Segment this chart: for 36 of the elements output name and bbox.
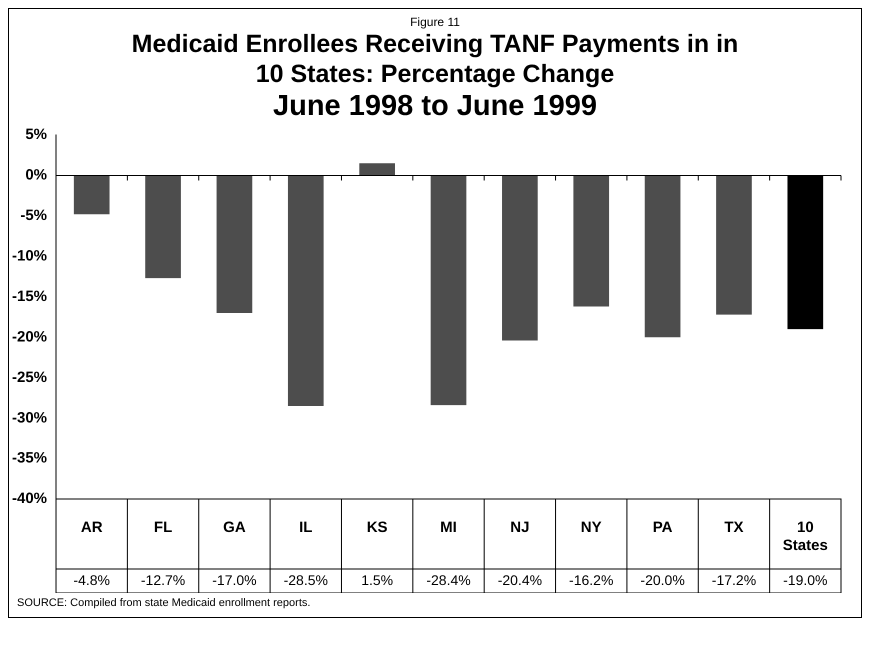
y-tick-label: -25% xyxy=(12,368,48,386)
x-tick-label: NY xyxy=(580,519,602,536)
data-label: -19.0% xyxy=(783,572,828,588)
source-note: SOURCE: Compiled from state Medicaid enrollment reports. xyxy=(16,596,312,611)
y-tick-label: -30% xyxy=(12,409,48,426)
caption: Figure 11 xyxy=(409,15,461,29)
chart-title: Medicaid Enrollees Receiving TANF Payments in in 10 States: Percentage Change xyxy=(130,29,740,89)
y-tick-label: -15% xyxy=(12,288,48,305)
y-tick-label: -10% xyxy=(12,247,48,264)
data-label: 1.5% xyxy=(361,572,394,588)
y-tick-label: -20% xyxy=(12,328,48,346)
x-tick-label: MI xyxy=(440,519,457,536)
x-tick-label: GA xyxy=(223,519,246,536)
y-tick-label: -35% xyxy=(12,450,48,467)
data-label: -17.2% xyxy=(712,572,756,588)
x-tick-label: TX xyxy=(724,519,744,536)
data-label: -4.8% xyxy=(73,572,110,588)
data-label: -20.0% xyxy=(640,572,685,588)
data-label: -17.0% xyxy=(212,572,257,588)
x-tick-label: KS xyxy=(366,519,388,536)
data-label: -16.2% xyxy=(569,572,614,588)
data-label: -12.7% xyxy=(140,572,186,588)
y-tick-label: -5% xyxy=(20,207,48,224)
y-tick-label: 0% xyxy=(25,166,48,184)
y-tick-label: 5% xyxy=(25,126,48,144)
data-label: -28.4% xyxy=(426,572,471,588)
x-tick-label: NJ xyxy=(510,519,530,536)
x-tick-label: FL xyxy=(154,519,172,536)
x-tick-label: PA xyxy=(652,519,673,536)
data-label: -28.5% xyxy=(284,572,328,588)
x-tick-label: AR xyxy=(80,519,103,536)
data-label: -20.4% xyxy=(498,572,542,588)
y-tick-label: -40% xyxy=(12,490,48,508)
x-tick-label: IL xyxy=(299,519,312,536)
chart-subtitle: June 1998 to June 1999 xyxy=(272,89,598,123)
x-tick-label: 10 States xyxy=(782,519,828,554)
